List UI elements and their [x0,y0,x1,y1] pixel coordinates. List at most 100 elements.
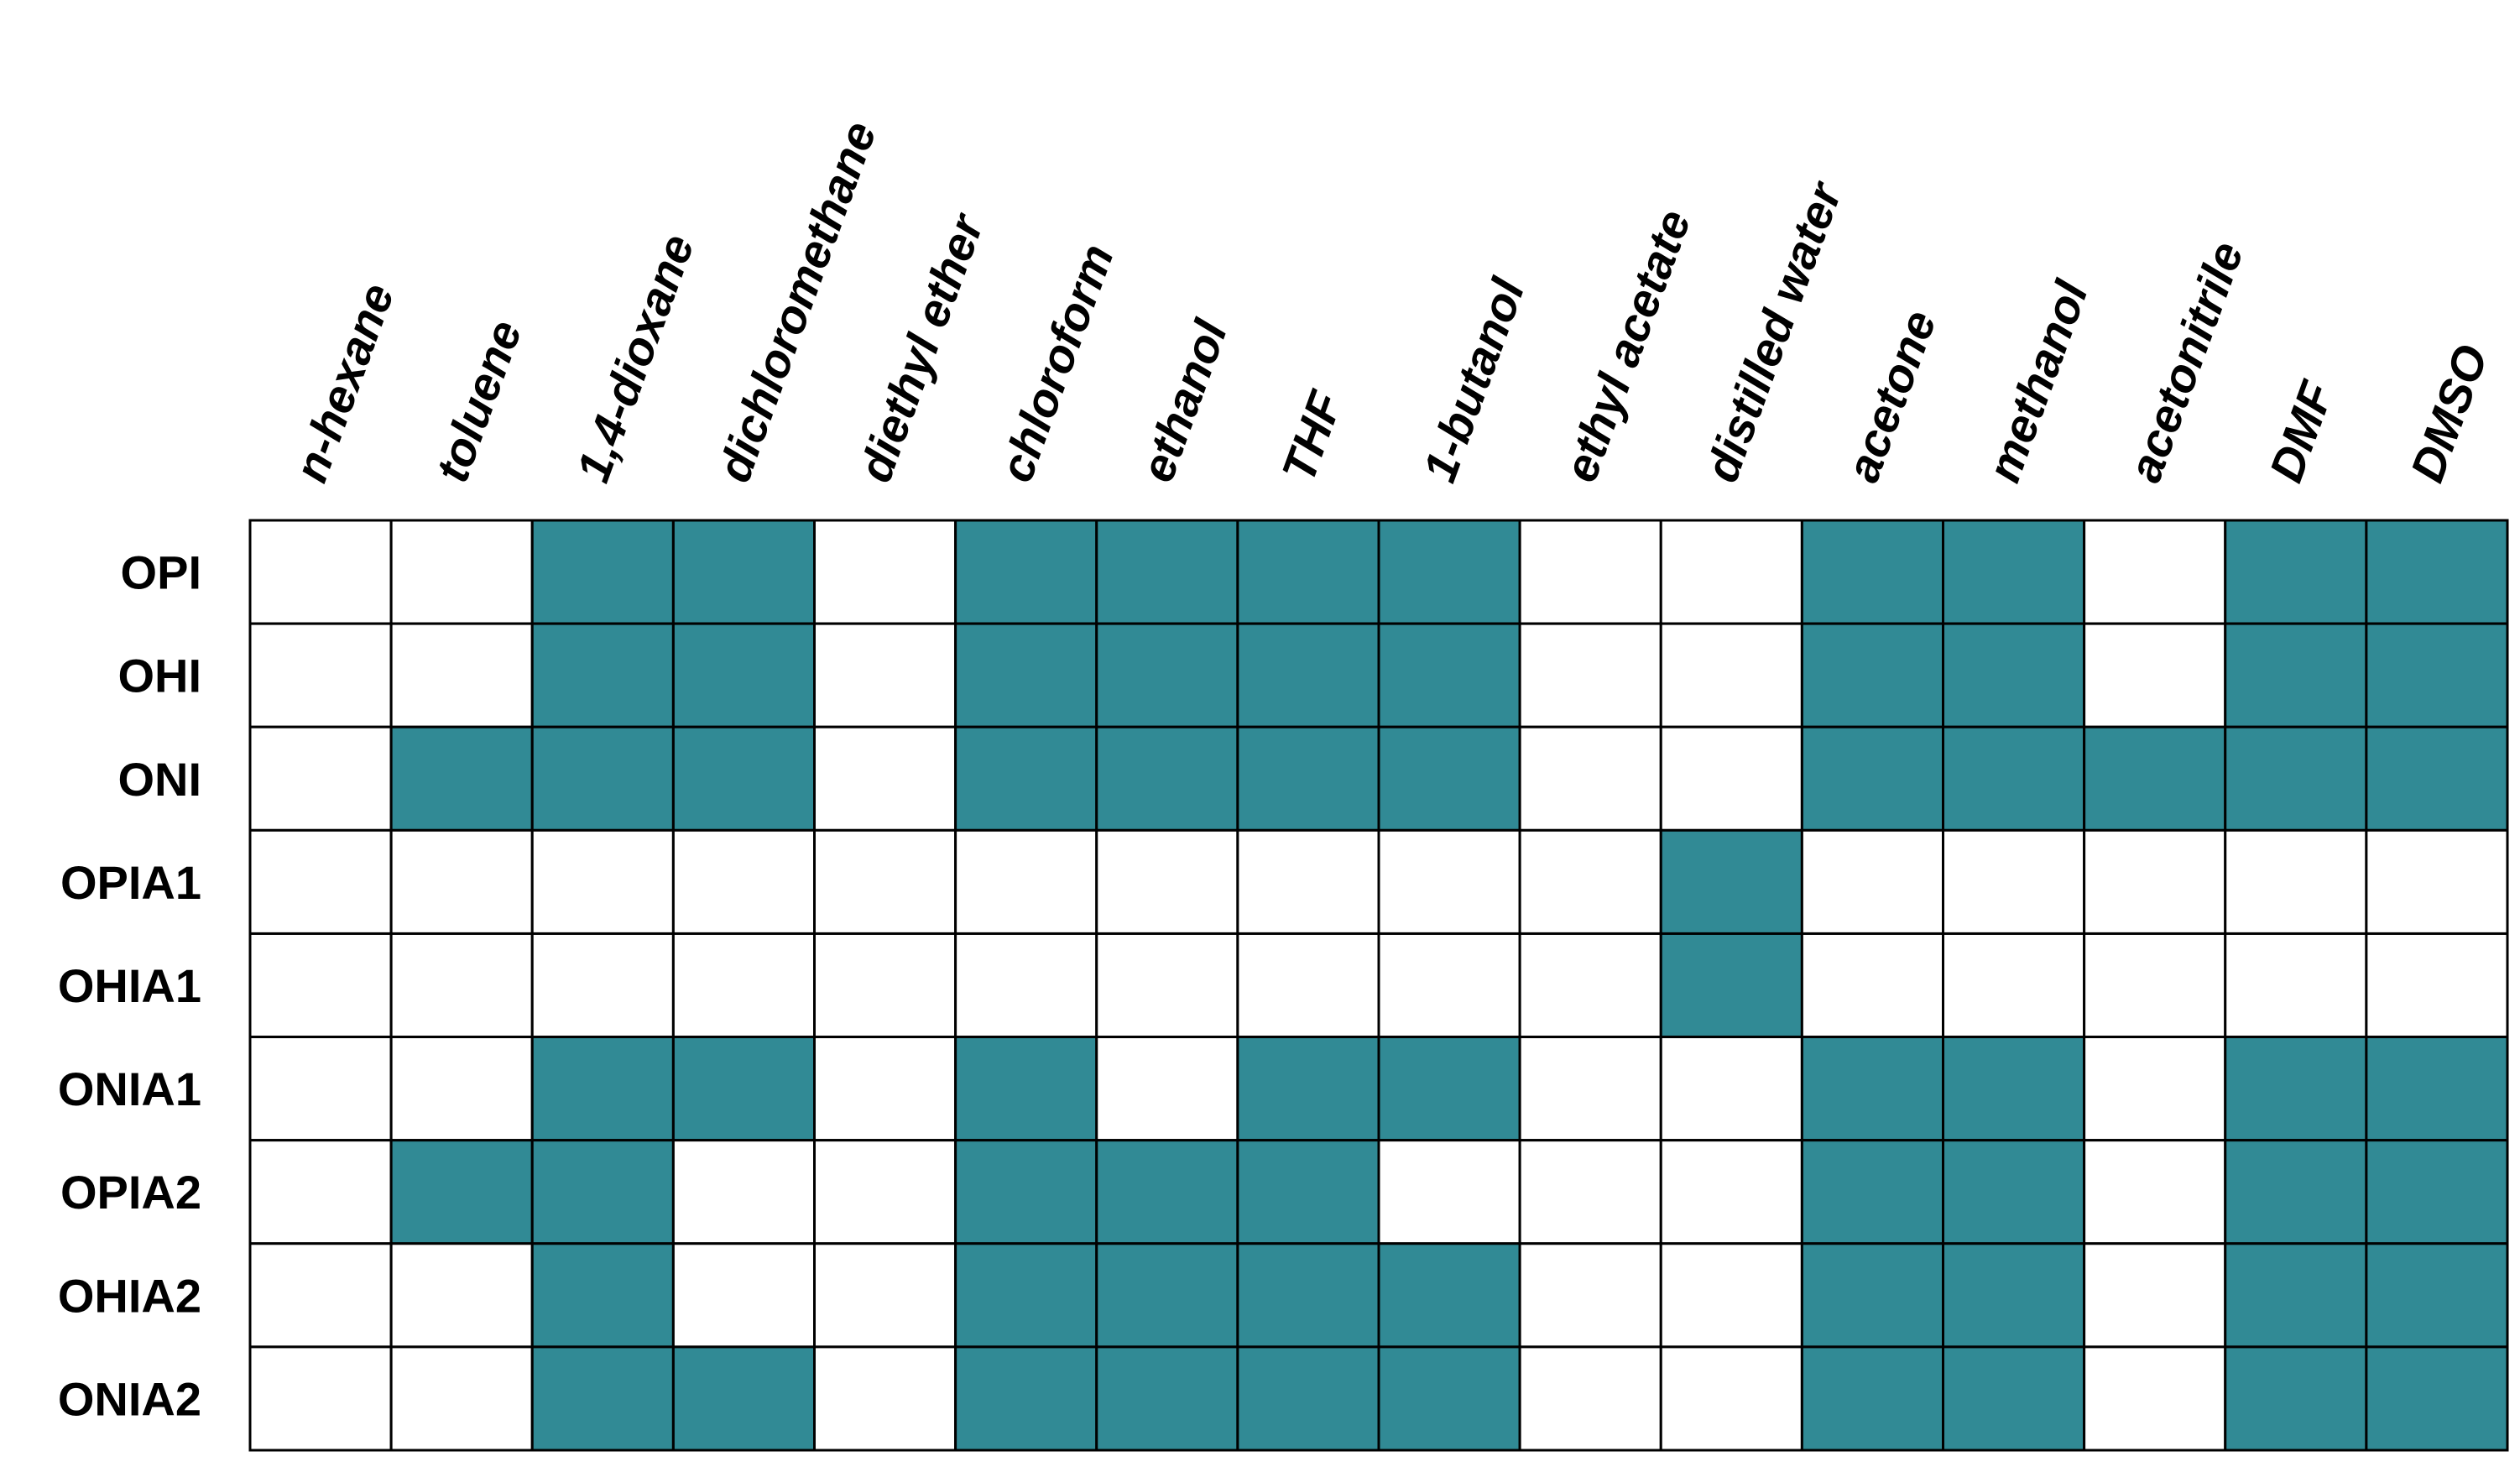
cell-onia1-1-4-dioxane [530,1036,675,1142]
cell-ohi-toluene [389,622,534,728]
cell-ohi-1-butanol [1377,622,1521,728]
column-label-diethyl-ether: diethyl ether [848,206,994,488]
cell-ohia1-chloroform [954,932,1098,1039]
cell-ohia1-acetone [1800,932,1944,1039]
cell-onia2-chloroform [954,1345,1098,1452]
cell-opi-chloroform [954,519,1098,625]
cell-opi-toluene [389,519,534,625]
cell-ohi-thf [1236,622,1380,728]
cell-oni-acetone [1800,725,1944,832]
cell-ohi-ethanol [1095,622,1239,728]
cell-ohia1-dichloromethane [671,932,816,1039]
column-label-1-4-dioxane: 1,4-dioxane [566,227,704,488]
cell-opia2-acetone [1800,1139,1944,1245]
cell-ohi-dmf [2224,622,2368,728]
cell-opi-1-butanol [1377,519,1521,625]
cell-ohia2-chloroform [954,1242,1098,1349]
cell-opia2-diethyl-ether [813,1139,957,1245]
cell-onia2-1-butanol [1377,1345,1521,1452]
cell-ohia2-methanol [1942,1242,2086,1349]
cell-ohia2-dmf [2224,1242,2368,1349]
cell-opia2-1-4-dioxane [530,1139,675,1245]
cell-opia1-dichloromethane [671,828,816,935]
column-label-methanol: methanol [1977,273,2099,488]
cell-opi-dmf [2224,519,2368,625]
cell-oni-ethyl-acetate [1518,725,1662,832]
cell-opia1-methanol [1942,828,2086,935]
cell-oni-thf [1236,725,1380,832]
row-label-opia2: OPIA2 [60,1166,201,1219]
column-labels: n-hexane toluene 1,4-dioxane dichloromethan… [284,115,2498,489]
cell-opi-thf [1236,519,1380,625]
cell-opia1-chloroform [954,828,1098,935]
cell-ohia2-acetonitrile [2083,1242,2227,1349]
cell-ohia1-ethyl-acetate [1518,932,1662,1039]
column-label-n-hexane: n-hexane [284,277,404,489]
cell-oni-dmso [2365,725,2509,832]
cell-ohia2-acetone [1800,1242,1944,1349]
cell-ohia2-1-4-dioxane [530,1242,675,1349]
cell-onia2-ethanol [1095,1345,1239,1452]
cell-ohi-dmso [2365,622,2509,728]
cell-onia1-chloroform [954,1036,1098,1142]
cell-ohia1-thf [1236,932,1380,1039]
cell-opi-diethyl-ether [813,519,957,625]
cell-ohia1-diethyl-ether [813,932,957,1039]
cell-onia2-distilled-water [1659,1345,1803,1452]
cell-oni-ethanol [1095,725,1239,832]
cell-opia2-ethyl-acetate [1518,1139,1662,1245]
cell-onia2-1-4-dioxane [530,1345,675,1452]
cell-opia2-ethanol [1095,1139,1239,1245]
cell-opi-distilled-water [1659,519,1803,625]
row-label-ohia1: OHIA1 [58,959,201,1012]
cell-opia1-acetone [1800,828,1944,935]
cell-oni-1-4-dioxane [530,725,675,832]
cell-onia2-dmso [2365,1345,2509,1452]
cell-oni-n-hexane [248,725,393,832]
row-label-oni: ONI [117,753,201,806]
cell-onia2-acetonitrile [2083,1345,2227,1452]
cell-onia2-ethyl-acetate [1518,1345,1662,1452]
cell-onia2-acetone [1800,1345,1944,1452]
cell-opi-methanol [1942,519,2086,625]
cell-onia2-toluene [389,1345,534,1452]
row-label-ohia2: OHIA2 [58,1269,201,1322]
cell-opia1-1-butanol [1377,828,1521,935]
cell-onia1-thf [1236,1036,1380,1142]
column-label-acetonitrile: acetonitrile [2118,235,2253,488]
cell-onia2-dmf [2224,1345,2368,1452]
cell-opia1-dmso [2365,828,2509,935]
cell-oni-distilled-water [1659,725,1803,832]
cell-ohia1-n-hexane [248,932,393,1039]
cell-ohia1-1-4-dioxane [530,932,675,1039]
cell-ohi-dichloromethane [671,622,816,728]
cell-opia1-acetonitrile [2083,828,2227,935]
cell-opia1-toluene [389,828,534,935]
cell-ohi-chloroform [954,622,1098,728]
cell-opia1-thf [1236,828,1380,935]
cell-opia2-dmf [2224,1139,2368,1245]
cell-oni-chloroform [954,725,1098,832]
cell-onia2-dichloromethane [671,1345,816,1452]
cell-ohi-methanol [1942,622,2086,728]
cell-ohia2-thf [1236,1242,1380,1349]
column-label-ethyl-acetate: ethyl acetate [1553,203,1700,488]
cell-opi-dmso [2365,519,2509,625]
cell-opia1-distilled-water [1659,828,1803,935]
cell-onia2-thf [1236,1345,1380,1452]
cell-onia1-distilled-water [1659,1036,1803,1142]
cell-onia1-acetonitrile [2083,1036,2227,1142]
cell-opia1-ethanol [1095,828,1239,935]
cell-onia2-n-hexane [248,1345,393,1452]
cell-onia1-methanol [1942,1036,2086,1142]
cell-oni-1-butanol [1377,725,1521,832]
cell-opia1-ethyl-acetate [1518,828,1662,935]
row-label-opia1: OPIA1 [60,856,201,909]
cell-ohia2-ethyl-acetate [1518,1242,1662,1349]
cell-ohia2-ethanol [1095,1242,1239,1349]
cell-opia2-thf [1236,1139,1380,1245]
cell-opi-n-hexane [248,519,393,625]
column-label-thf: THF [1271,384,1353,489]
cell-opia2-dmso [2365,1139,2509,1245]
cell-oni-acetonitrile [2083,725,2227,832]
